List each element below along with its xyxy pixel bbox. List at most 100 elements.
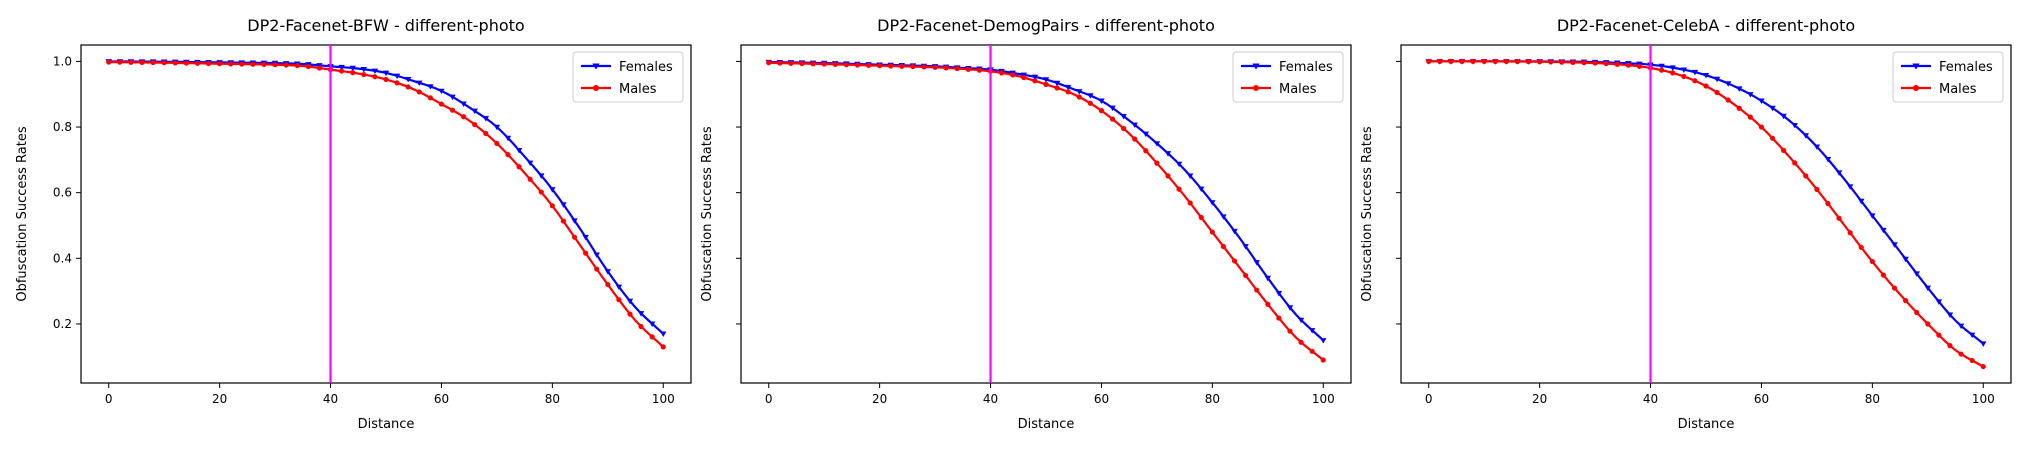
data-point: [1054, 85, 1060, 91]
data-point: [637, 311, 645, 317]
data-point: [1825, 200, 1831, 207]
data-point: [172, 60, 178, 66]
y-axis-label: Obfuscation Success Rates: [700, 126, 715, 301]
data-point: [1792, 160, 1798, 166]
data-point: [1725, 97, 1731, 103]
y-tick-label: 1.0: [53, 54, 72, 68]
x-tick-label: 0: [1425, 392, 1433, 406]
data-point: [1481, 58, 1487, 65]
x-tick-label: 20: [212, 392, 227, 406]
data-point: [538, 173, 545, 179]
data-point: [1198, 186, 1205, 193]
data-point: [449, 94, 456, 101]
data-point: [261, 61, 267, 68]
data-point: [339, 68, 345, 74]
data-point: [583, 250, 589, 256]
data-point: [766, 60, 772, 66]
data-point: [1869, 258, 1875, 265]
data-point: [832, 61, 838, 67]
data-point: [1803, 173, 1809, 179]
chart-title: DP2-Facenet-DemogPairs - different-photo: [877, 16, 1215, 35]
data-point: [1658, 63, 1665, 70]
data-point: [483, 130, 489, 137]
data-point: [1043, 81, 1049, 87]
data-point: [1021, 74, 1027, 81]
data-point: [1747, 92, 1754, 98]
data-point: [1891, 242, 1898, 248]
data-point: [449, 107, 456, 113]
data-point: [1880, 272, 1887, 278]
data-point: [1925, 321, 1931, 327]
data-point: [1802, 133, 1810, 139]
legend-marker: [593, 85, 599, 91]
x-tick-label: 100: [1972, 392, 1995, 406]
data-point: [515, 148, 523, 154]
data-point: [128, 59, 134, 65]
data-point: [1187, 200, 1193, 206]
series-males: [766, 60, 1326, 363]
data-point: [1176, 186, 1182, 192]
data-point: [1076, 89, 1083, 95]
data-point: [538, 189, 544, 195]
legend-label: Females: [619, 60, 673, 75]
data-point: [1164, 151, 1172, 157]
data-point: [250, 61, 256, 67]
data-point: [1297, 317, 1305, 324]
data-point: [549, 187, 556, 193]
data-point: [372, 74, 378, 80]
data-point: [1165, 173, 1171, 179]
data-point: [1448, 58, 1454, 64]
data-point: [505, 152, 511, 158]
data-point: [1253, 260, 1260, 266]
data-point: [821, 61, 827, 67]
legend-box: [1232, 51, 1344, 103]
data-point: [1132, 136, 1138, 142]
data-point: [239, 61, 245, 67]
data-point: [1980, 363, 1986, 370]
data-point: [1243, 272, 1249, 279]
data-point: [638, 323, 644, 330]
legend-marker: [1912, 63, 1920, 70]
data-point: [360, 67, 368, 73]
data-point: [1781, 147, 1787, 153]
data-point: [1131, 122, 1138, 129]
legend-label: Males: [619, 82, 657, 97]
data-point: [799, 60, 805, 67]
data-point: [560, 218, 567, 224]
data-point: [777, 60, 783, 66]
data-point: [516, 164, 522, 170]
data-point: [593, 252, 600, 258]
data-point: [1121, 125, 1127, 132]
data-point: [1670, 70, 1676, 76]
data-point: [1935, 299, 1943, 305]
data-point: [910, 63, 916, 70]
data-point: [571, 234, 578, 240]
data-point: [1836, 215, 1842, 221]
data-point: [1153, 141, 1161, 147]
data-point: [1087, 93, 1094, 99]
data-point: [1603, 60, 1609, 67]
data-point: [1947, 343, 1953, 349]
data-point: [305, 63, 311, 70]
data-point: [648, 321, 656, 327]
data-point: [788, 60, 794, 66]
data-point: [1198, 214, 1204, 221]
data-point: [1946, 312, 1954, 318]
data-point: [526, 160, 534, 167]
data-point: [854, 62, 861, 68]
y-tick-label: 0.4: [53, 251, 72, 265]
data-point: [1042, 77, 1050, 83]
data-point: [1143, 148, 1149, 154]
legend-box: [572, 51, 684, 103]
data-point: [106, 59, 112, 65]
chart-title: DP2-Facenet-BFW - different-photo: [247, 16, 524, 35]
data-point: [604, 269, 612, 275]
data-point: [1968, 332, 1976, 339]
data-point: [1154, 160, 1160, 166]
data-point: [888, 63, 894, 69]
data-point: [1957, 323, 1965, 330]
data-point: [1625, 62, 1631, 68]
data-point: [1969, 357, 1975, 364]
data-point: [549, 203, 555, 209]
